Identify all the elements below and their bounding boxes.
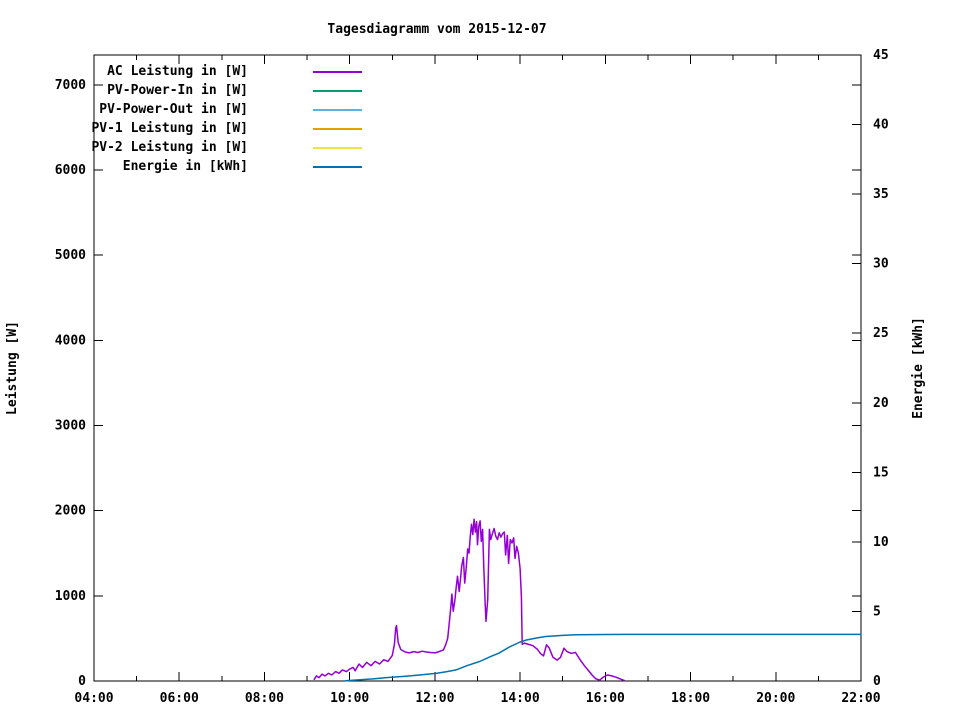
legend-row: PV-Power-Out in [W] bbox=[0, 100, 362, 119]
legend-line-swatch bbox=[313, 146, 362, 149]
legend-label: PV-2 Leistung in [W] bbox=[91, 140, 248, 155]
legend-row: Energie in [kWh] bbox=[0, 157, 362, 176]
y-tick-label: 0 bbox=[78, 674, 86, 689]
y-tick-label: 4000 bbox=[55, 333, 86, 348]
x-tick-label: 20:00 bbox=[756, 691, 795, 706]
legend-label: PV-Power-In in [W] bbox=[107, 83, 248, 98]
legend-row: AC Leistung in [W] bbox=[0, 62, 362, 81]
legend-row: PV-Power-In in [W] bbox=[0, 81, 362, 100]
y2-tick-label: 15 bbox=[873, 465, 889, 480]
legend-row: PV-2 Leistung in [W] bbox=[0, 138, 362, 157]
y2-tick-label: 25 bbox=[873, 326, 889, 341]
x-tick-label: 06:00 bbox=[160, 691, 199, 706]
legend-line-swatch bbox=[313, 127, 362, 130]
y2-tick-label: 20 bbox=[873, 396, 889, 411]
series-line-energie-in-kwh bbox=[344, 633, 862, 682]
series-line-ac-leistung-in-w bbox=[313, 518, 626, 682]
y2-tick-label: 35 bbox=[873, 187, 889, 202]
y2-tick-label: 45 bbox=[873, 48, 889, 63]
legend-row: PV-1 Leistung in [W] bbox=[0, 119, 362, 138]
y2-tick-label: 10 bbox=[873, 535, 889, 550]
x-tick-label: 14:00 bbox=[501, 691, 540, 706]
legend-line-swatch bbox=[313, 70, 362, 73]
legend-line-swatch bbox=[313, 89, 362, 92]
legend-line-swatch bbox=[313, 165, 362, 168]
y-tick-label: 6000 bbox=[55, 163, 86, 178]
y2-tick-label: 5 bbox=[873, 604, 881, 619]
x-tick-label: 04:00 bbox=[74, 691, 113, 706]
y2-tick-label: 0 bbox=[873, 674, 881, 689]
legend: AC Leistung in [W] PV-Power-In in [W] PV-P… bbox=[0, 62, 362, 176]
legend-label: AC Leistung in [W] bbox=[107, 64, 248, 79]
x-tick-label: 22:00 bbox=[841, 691, 880, 706]
y-tick-label: 2000 bbox=[55, 504, 86, 519]
x-tick-label: 16:00 bbox=[586, 691, 625, 706]
y-tick-label: 7000 bbox=[55, 78, 86, 93]
x-tick-label: 10:00 bbox=[330, 691, 369, 706]
y-tick-label: 3000 bbox=[55, 418, 86, 433]
y-axis-label: Leistung [W] bbox=[5, 321, 20, 415]
legend-label: PV-1 Leistung in [W] bbox=[91, 121, 248, 136]
y-tick-label: 1000 bbox=[55, 589, 86, 604]
legend-label: Energie in [kWh] bbox=[122, 159, 248, 174]
x-tick-label: 18:00 bbox=[671, 691, 710, 706]
y2-tick-label: 40 bbox=[873, 118, 889, 133]
legend-line-swatch bbox=[313, 108, 362, 111]
x-tick-label: 08:00 bbox=[245, 691, 284, 706]
x-tick-label: 12:00 bbox=[415, 691, 454, 706]
chart-title: Tagesdiagramm vom 2015-12-07 bbox=[327, 22, 547, 37]
y2-axis-label: Energie [kWh] bbox=[911, 317, 926, 419]
y-tick-label: 5000 bbox=[55, 248, 86, 263]
y2-tick-label: 30 bbox=[873, 257, 889, 272]
legend-label: PV-Power-Out in [W] bbox=[99, 102, 248, 117]
